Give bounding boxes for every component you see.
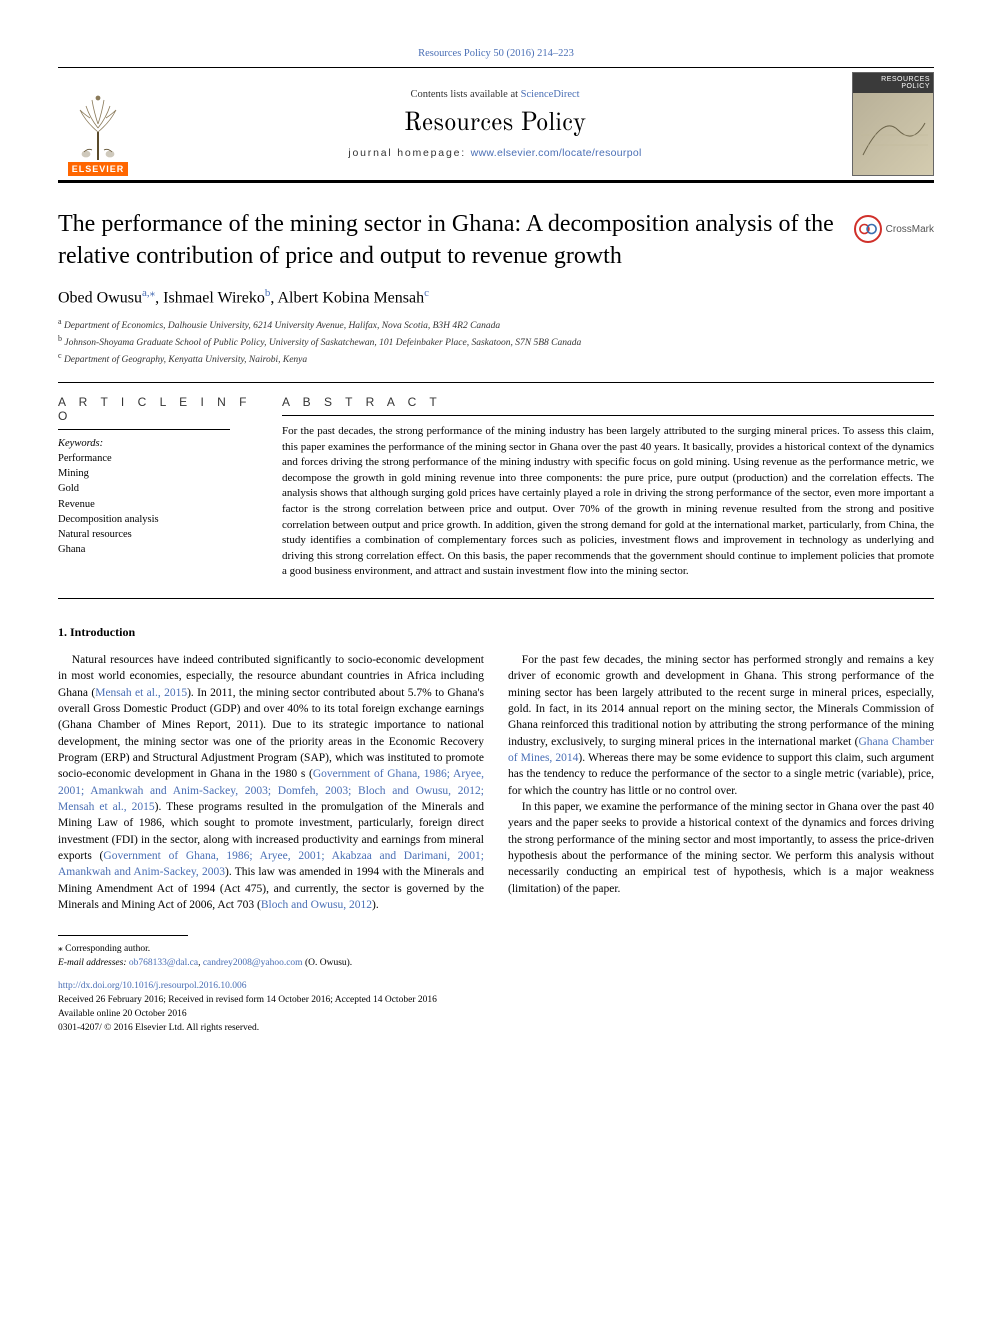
cover-title: RESOURCES POLICY bbox=[853, 73, 933, 93]
homepage-prefix: journal homepage: bbox=[348, 147, 470, 159]
contents-prefix: Contents lists available at bbox=[410, 89, 520, 100]
author-1: Obed Owusu bbox=[58, 290, 142, 307]
abstract-text: For the past decades, the strong perform… bbox=[282, 424, 934, 580]
author-1-sup: a,⁎ bbox=[142, 287, 155, 299]
info-divider bbox=[58, 429, 230, 430]
article-info-label: A R T I C L E I N F O bbox=[58, 395, 254, 423]
keyword: Ghana bbox=[58, 542, 254, 557]
elsevier-wordmark: ELSEVIER bbox=[68, 162, 129, 176]
journal-name: Resources Policy bbox=[138, 108, 852, 139]
keyword: Revenue bbox=[58, 497, 254, 512]
journal-homepage: journal homepage: www.elsevier.com/locat… bbox=[138, 147, 852, 159]
abstract: A B S T R A C T For the past decades, th… bbox=[282, 395, 934, 580]
citation: Resources Policy 50 (2016) 214–223 bbox=[58, 48, 934, 59]
email-link-2[interactable]: candrey2008@yahoo.com bbox=[203, 958, 303, 968]
citation-link[interactable]: Bloch and Owusu, 2012 bbox=[261, 899, 372, 911]
authors: Obed Owusua,⁎, Ishmael Wirekob, Albert K… bbox=[58, 286, 934, 307]
body-p2a: For the past few decades, the mining sec… bbox=[508, 654, 934, 748]
author-3-sup: c bbox=[424, 287, 429, 299]
author-3: Albert Kobina Mensah bbox=[277, 290, 424, 307]
elsevier-tree-icon bbox=[66, 92, 130, 162]
intro-heading: 1. Introduction bbox=[58, 625, 934, 640]
journal-header: ELSEVIER Contents lists available at Sci… bbox=[58, 67, 934, 183]
keyword: Decomposition analysis bbox=[58, 512, 254, 527]
body-p1e: ). bbox=[372, 899, 379, 911]
affiliation-a: Department of Economics, Dalhousie Unive… bbox=[64, 321, 500, 331]
citation-link[interactable]: Mensah et al., 2015 bbox=[95, 687, 187, 699]
email-link-1[interactable]: ob768133@dal.ca bbox=[129, 958, 198, 968]
article-title: The performance of the mining sector in … bbox=[58, 209, 842, 272]
contents-available: Contents lists available at ScienceDirec… bbox=[138, 89, 852, 100]
footer-separator bbox=[58, 935, 188, 936]
abstract-divider bbox=[282, 415, 934, 416]
keyword: Mining bbox=[58, 466, 254, 481]
keyword: Natural resources bbox=[58, 527, 254, 542]
keywords-list: Performance Mining Gold Revenue Decompos… bbox=[58, 451, 254, 558]
affiliation-b: Johnson-Shoyama Graduate School of Publi… bbox=[64, 338, 581, 348]
keywords-label: Keywords: bbox=[58, 438, 254, 449]
article-history: Received 26 February 2016; Received in r… bbox=[58, 993, 934, 1036]
keyword: Gold bbox=[58, 481, 254, 496]
received-line: Received 26 February 2016; Received in r… bbox=[58, 993, 934, 1007]
keyword: Performance bbox=[58, 451, 254, 466]
elsevier-logo: ELSEVIER bbox=[58, 68, 138, 180]
crossmark-icon bbox=[854, 215, 882, 243]
crossmark-badge[interactable]: CrossMark bbox=[854, 215, 934, 243]
divider bbox=[58, 382, 934, 383]
corresponding-author: ⁎ Corresponding author. bbox=[58, 942, 934, 956]
abstract-label: A B S T R A C T bbox=[282, 395, 934, 409]
cover-art bbox=[853, 93, 933, 175]
journal-cover-thumbnail: RESOURCES POLICY bbox=[852, 72, 934, 176]
affiliation-c: Department of Geography, Kenyatta Univer… bbox=[64, 356, 307, 366]
email-label: E-mail addresses: bbox=[58, 958, 129, 968]
crossmark-label: CrossMark bbox=[886, 224, 934, 235]
copyright-line: 0301-4207/ © 2016 Elsevier Ltd. All righ… bbox=[58, 1021, 934, 1035]
homepage-url-link[interactable]: www.elsevier.com/locate/resourpol bbox=[471, 147, 642, 159]
body-text: Natural resources have indeed contribute… bbox=[58, 652, 934, 913]
author-2-sup: b bbox=[265, 287, 271, 299]
footer-notes: ⁎ Corresponding author. E-mail addresses… bbox=[58, 942, 934, 971]
affiliations: a Department of Economics, Dalhousie Uni… bbox=[58, 316, 934, 368]
sciencedirect-link[interactable]: ScienceDirect bbox=[521, 89, 580, 100]
online-line: Available online 20 October 2016 bbox=[58, 1007, 934, 1021]
body-p1b: ). In 2011, the mining sector contribute… bbox=[58, 687, 484, 781]
author-2: Ishmael Wireko bbox=[163, 290, 265, 307]
article-info: A R T I C L E I N F O Keywords: Performa… bbox=[58, 395, 254, 580]
email-suffix: (O. Owusu). bbox=[303, 958, 353, 968]
doi-link[interactable]: http://dx.doi.org/10.1016/j.resourpol.20… bbox=[58, 981, 934, 991]
body-p3: In this paper, we examine the performanc… bbox=[508, 799, 934, 897]
